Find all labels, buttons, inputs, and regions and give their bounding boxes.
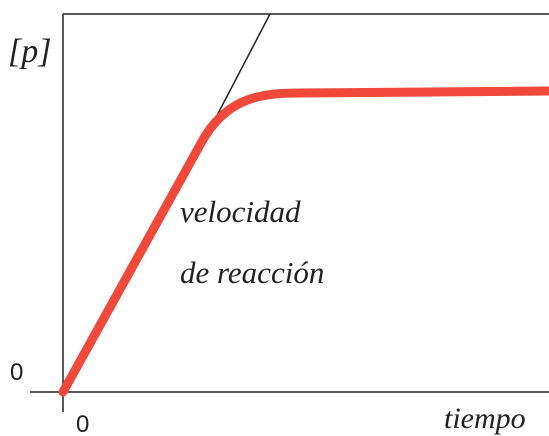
x-origin-label: 0 — [76, 411, 89, 436]
y-axis-label: [p] — [8, 33, 51, 70]
x-axis-label: tiempo — [444, 402, 526, 435]
annotation-line: velocidad — [180, 194, 301, 229]
annotation-line: de reacción — [180, 255, 324, 290]
y-origin-label: 0 — [10, 359, 23, 386]
curve — [58, 86, 549, 397]
